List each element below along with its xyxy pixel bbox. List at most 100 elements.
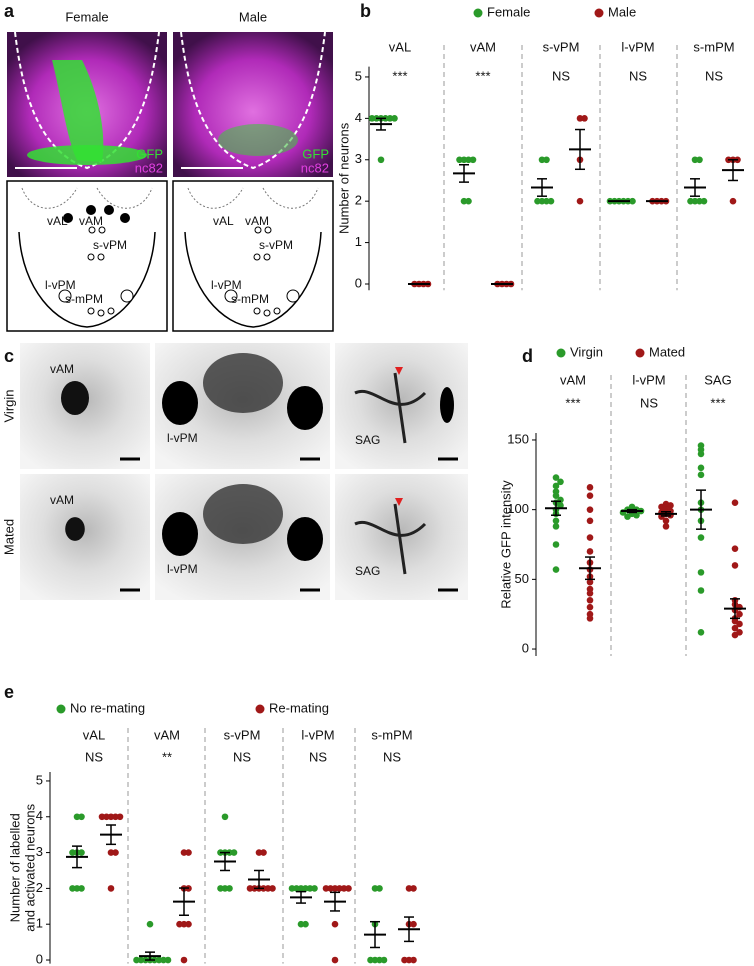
data-point xyxy=(552,482,560,490)
schematic-label: s-vPM xyxy=(259,238,293,252)
significance-label: NS xyxy=(552,68,570,83)
significance-label: NS xyxy=(629,68,647,83)
data-point xyxy=(731,631,739,639)
neuron-l-vPM xyxy=(58,289,72,303)
group-label: vAL xyxy=(389,39,411,54)
data-point xyxy=(176,920,183,928)
schematic-outline xyxy=(184,231,322,328)
data-point xyxy=(311,885,318,892)
significance-label: *** xyxy=(710,395,725,410)
neuron-vAL-vAM xyxy=(252,205,262,215)
data-point xyxy=(246,885,254,892)
data-point xyxy=(552,474,560,481)
data-point xyxy=(697,587,705,594)
schematic-label: s-vPM xyxy=(93,238,127,252)
data-point xyxy=(586,548,594,555)
data-point xyxy=(345,885,352,892)
y-tick-label: 3 xyxy=(355,151,362,166)
group-label: vAL xyxy=(83,727,105,742)
data-point xyxy=(731,624,739,632)
schematic-label: vAL xyxy=(47,214,68,228)
legend-marker xyxy=(556,348,566,358)
gfp-signal xyxy=(218,124,298,156)
fibers xyxy=(354,372,427,444)
schematic-label: vAM xyxy=(245,214,269,228)
data-point xyxy=(456,156,463,164)
data-point xyxy=(576,197,584,205)
gfp-signal xyxy=(27,145,147,165)
schematic-label: l-vPM xyxy=(45,278,76,292)
data-point xyxy=(112,849,119,856)
significance-label: *** xyxy=(392,68,407,83)
data-point xyxy=(469,156,477,164)
schematic-outline xyxy=(18,231,156,328)
schematic-label: vAL xyxy=(213,214,234,228)
group-label: SAG xyxy=(704,372,731,387)
data-point xyxy=(78,849,85,856)
data-point xyxy=(543,156,550,164)
neuron-vAL-vAM xyxy=(286,213,296,223)
data-point xyxy=(260,849,267,856)
legend-marker xyxy=(473,8,483,18)
data-point xyxy=(697,471,705,479)
data-point xyxy=(697,464,705,472)
legend-label: Female xyxy=(487,4,530,19)
data-point xyxy=(557,502,564,509)
panel-letter: e xyxy=(4,682,14,702)
row-label: Virgin xyxy=(1,389,16,422)
data-point xyxy=(367,956,374,964)
cell-body xyxy=(162,512,198,556)
group-label: vAM xyxy=(154,727,180,742)
data-point xyxy=(288,885,296,892)
neuron-vAL-vAM xyxy=(63,213,73,223)
stain-label: nc82 xyxy=(301,160,329,175)
legend-marker xyxy=(56,704,66,714)
data-point xyxy=(586,589,594,597)
data-point xyxy=(731,562,739,569)
data-point xyxy=(547,197,555,205)
data-point xyxy=(667,502,674,509)
data-point xyxy=(687,197,694,205)
data-point xyxy=(586,596,594,604)
neuron-small xyxy=(273,307,281,315)
y-tick-label: 1 xyxy=(355,234,362,249)
data-point xyxy=(633,511,640,519)
data-point xyxy=(557,478,564,486)
neuron-small xyxy=(87,253,95,261)
cell-body xyxy=(287,386,323,430)
schematic-label: vAM xyxy=(79,214,103,228)
significance-label: NS xyxy=(309,749,327,764)
row-label: Mated xyxy=(1,519,16,555)
gfp-signal xyxy=(52,60,104,162)
data-point xyxy=(697,450,705,458)
y-tick-label: 0 xyxy=(522,640,529,655)
neuron-l-vPM xyxy=(286,289,300,303)
neuron-small xyxy=(98,226,106,234)
data-point xyxy=(69,849,76,856)
cell-body xyxy=(440,387,454,423)
schematic-label: s-mPM xyxy=(231,292,269,306)
panel-letter: b xyxy=(360,1,371,21)
neuron-small xyxy=(107,307,115,315)
data-point xyxy=(586,484,594,491)
group-label: s-mPM xyxy=(371,727,412,742)
significance-label: *** xyxy=(565,395,580,410)
schematic-label: s-mPM xyxy=(65,292,103,306)
data-point xyxy=(376,885,383,892)
data-point xyxy=(217,885,224,892)
stain-label: nc82 xyxy=(135,160,163,175)
data-point xyxy=(662,517,670,525)
data-point xyxy=(322,885,330,892)
legend-label: Mated xyxy=(649,344,685,359)
data-point xyxy=(736,620,743,628)
data-point xyxy=(410,956,417,964)
data-point xyxy=(230,849,238,856)
neuron-small xyxy=(97,309,105,317)
data-point xyxy=(69,885,76,892)
y-tick-label: 50 xyxy=(515,571,529,586)
data-point xyxy=(736,610,743,618)
legend-marker xyxy=(594,8,604,18)
column-title: Male xyxy=(239,9,267,24)
neuron-small xyxy=(264,226,272,234)
